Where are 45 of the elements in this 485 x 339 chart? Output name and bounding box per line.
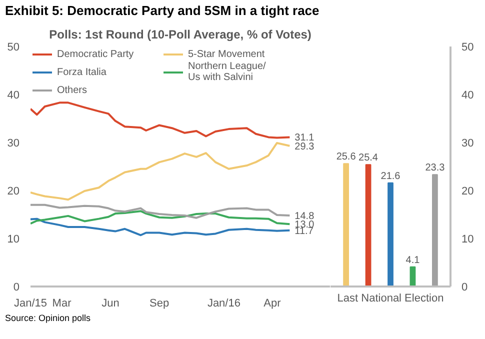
chart-subtitle: Polls: 1st Round (10-Poll Average, % of Votes) — [49, 28, 312, 42]
bar — [432, 174, 438, 286]
y-tick-label: 20 — [7, 186, 20, 198]
x-tick-label: Jun — [102, 298, 120, 310]
data-label: 11.7 — [294, 226, 314, 237]
y-tick-label: 50 — [462, 42, 474, 54]
bar — [365, 164, 372, 286]
data-label: 21.6 — [380, 170, 401, 182]
y-tick-label: 0 — [462, 282, 468, 294]
y-tick-label: 40 — [7, 90, 20, 102]
x-tick-label: Jan/15 — [14, 298, 48, 310]
data-label: 4.1 — [406, 254, 420, 266]
y-tick-label: 50 — [7, 42, 20, 54]
y-tick-label: 20 — [462, 186, 474, 198]
data-label: 23.3 — [425, 162, 446, 174]
y-tick-label: 0 — [13, 282, 20, 294]
legend-label: Northern League/ Us with Salvini — [188, 61, 267, 83]
y-tick-label: 10 — [462, 234, 474, 246]
legend-label: 5-Star Movement — [188, 48, 266, 60]
x-tick-label: Sep — [150, 298, 170, 310]
data-label: 25.4 — [358, 152, 378, 164]
legend-label: Others — [57, 84, 88, 96]
data-label: 31.1 — [294, 132, 315, 144]
x-tick-label: Jan/16 — [207, 298, 240, 310]
legend-label: Democratic Party — [57, 48, 135, 60]
line-series — [30, 204, 291, 219]
x-tick-label: Apr — [264, 298, 282, 310]
data-label: 14.8 — [294, 210, 315, 222]
line-series — [30, 102, 291, 139]
bar — [343, 163, 349, 286]
y-tick-label: 30 — [7, 138, 20, 150]
source-note: Source: Opinion polls — [5, 312, 91, 325]
data-label: 25.6 — [336, 152, 356, 163]
y-tick-label: 10 — [7, 234, 20, 246]
x-tick-label: Mar — [52, 298, 72, 310]
line-series — [30, 210, 291, 226]
chart-title: Exhibit 5: Democratic Party and 5SM in a tight race — [5, 2, 320, 20]
x-axis-title: Last National Election — [337, 292, 444, 304]
bar — [388, 182, 394, 286]
line-series — [30, 218, 291, 236]
y-tick-label: 30 — [462, 138, 474, 150]
legend-label: Forza Italia — [57, 66, 108, 78]
data-label: 29.3 — [294, 141, 315, 152]
line-series — [30, 142, 291, 201]
y-tick-label: 40 — [462, 90, 474, 102]
